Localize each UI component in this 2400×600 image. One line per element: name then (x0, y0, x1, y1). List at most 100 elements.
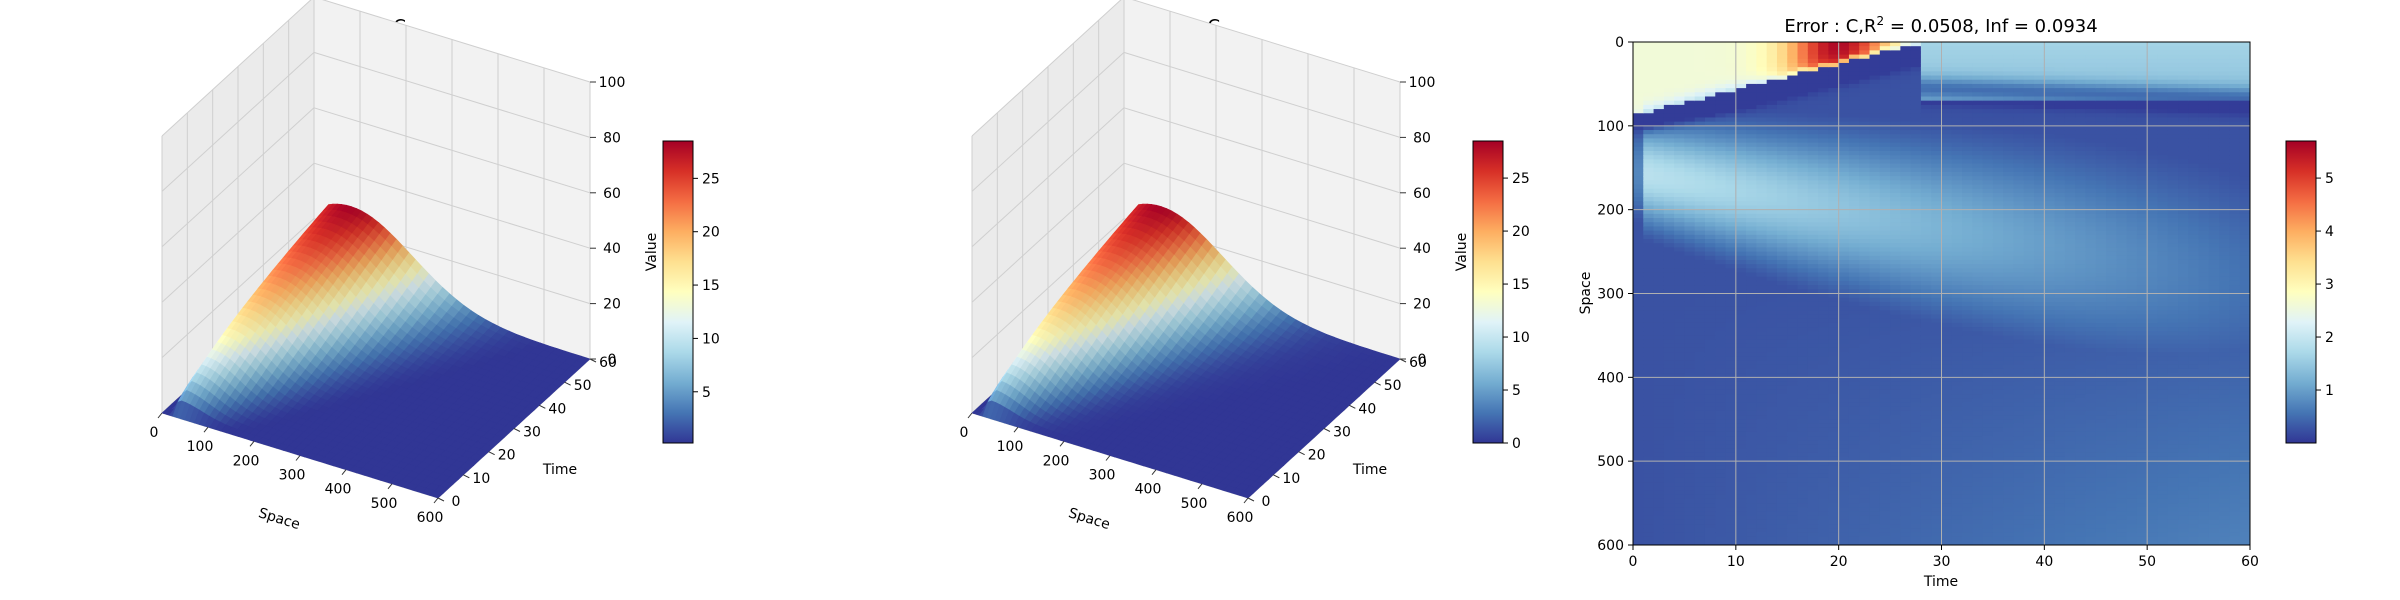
error-heatmap-cell (1725, 58, 1737, 64)
error-heatmap-cell (1776, 113, 1788, 119)
error-heatmap-cell (1787, 352, 1799, 357)
error-heatmap-cell (1663, 88, 1675, 93)
error-heatmap-cell (1663, 280, 1675, 286)
fdm-ytick-mark (1374, 381, 1381, 386)
error-heatmap-cell (1807, 150, 1819, 156)
error-heatmap-cell (1787, 197, 1799, 202)
error-heatmap-cell (1725, 96, 1737, 102)
error-heatmap-cell (1735, 314, 1747, 320)
error-heatmap-cell (1674, 482, 1686, 487)
error-heatmap-cell (1756, 331, 1768, 337)
error-heatmap-cell (1776, 163, 1788, 169)
error-heatmap-cell (1797, 528, 1809, 534)
error-heatmap-cell (1766, 360, 1778, 366)
error-heatmap-cell (1787, 310, 1799, 316)
error-heatmap-cell (1725, 469, 1737, 475)
error-heatmap-cell (1746, 192, 1757, 198)
error-heatmap-cell (1694, 360, 1706, 366)
fdm-ytick-label: 50 (1384, 378, 1402, 394)
error-heatmap-cell (1735, 331, 1747, 337)
error-heatmap-cell (1766, 142, 1778, 148)
error-heatmap-cell (1633, 327, 1644, 332)
error-heatmap-cell (1633, 431, 1644, 437)
error-heatmap-cell (1633, 125, 1644, 131)
error-heatmap-cell (1704, 109, 1716, 114)
error-heatmap-cell (1776, 159, 1788, 165)
error-heatmap-cell (1756, 50, 1768, 56)
error-heatmap-cell (1756, 381, 1768, 387)
error-heatmap-cell (1766, 121, 1778, 127)
error-heatmap-cell (1756, 268, 1768, 274)
error-heatmap-cell (1735, 310, 1747, 316)
error-heatmap-cell (1704, 456, 1716, 462)
error-heatmap-cell (1663, 171, 1675, 177)
error-heatmap-cell (1766, 197, 1778, 202)
error-heatmap-cell (1684, 536, 1696, 542)
error-heatmap-cell (1756, 42, 1768, 47)
error-heatmap-cell (1766, 109, 1778, 114)
error-heatmap-cell (1704, 532, 1716, 538)
net-ytick-label: 40 (548, 401, 566, 417)
error-heatmap-cell (1776, 268, 1788, 274)
fdm-xlabel: Space (1066, 505, 1111, 533)
error-heatmap-cell (1663, 306, 1675, 311)
error-heatmap-cell (1653, 88, 1665, 93)
error-heatmap-cell (1694, 92, 1706, 98)
error-heatmap-cell (1715, 243, 1727, 248)
error-heatmap-cell (1653, 230, 1665, 236)
error-heatmap-cell (1766, 519, 1778, 525)
error-heatmap-cell (1653, 180, 1665, 186)
error-heatmap-cell (1715, 419, 1727, 425)
error-heatmap-cell (1776, 92, 1788, 98)
error-heatmap-cell (1756, 452, 1768, 458)
error-heatmap-cell (1787, 159, 1799, 165)
fdm-grid-line (1123, 107, 1401, 194)
error-heatmap-cell (1643, 482, 1655, 487)
error-heatmap-cell (1735, 440, 1747, 445)
error-heatmap-cell (1684, 205, 1696, 211)
error-heatmap-cell (1725, 524, 1737, 529)
error-heatmap-cell (1797, 171, 1809, 177)
error-heatmap-cell (1633, 201, 1644, 207)
error-heatmap-cell (1756, 389, 1768, 395)
error-heatmap-cell (1674, 519, 1686, 525)
error-heatmap-cell (1694, 385, 1706, 391)
error-heatmap-cell (1684, 528, 1696, 534)
error-heatmap-cell (1776, 515, 1788, 521)
error-heatmap-cell (1663, 42, 1675, 47)
error-heatmap-cell (1787, 301, 1799, 307)
error-heatmap-cell (1746, 62, 1757, 68)
fdm-ztick-label: 80 (1413, 130, 1431, 146)
error-heatmap-cell (1725, 62, 1737, 68)
error-heatmap-cell (1653, 243, 1665, 248)
error-heatmap-cell (1735, 75, 1747, 81)
error-heatmap-cell (1684, 243, 1696, 248)
error-heatmap-cell (1694, 297, 1706, 303)
error-heatmap-cell (1633, 285, 1644, 290)
error-heatmap-cell (1746, 322, 1757, 328)
error-heatmap-cell (1776, 79, 1788, 85)
error-heatmap-cell (1766, 327, 1778, 332)
error-heatmap-cell (1766, 159, 1778, 165)
error-heatmap-cell (1674, 536, 1686, 542)
error-heatmap-cell (1766, 419, 1778, 425)
net-xtick-label: 400 (325, 482, 352, 498)
error-heatmap-cell (1684, 96, 1696, 102)
net-axes: 0100200300400500600010203040506002040608… (150, 75, 660, 533)
error-heatmap-cell (1807, 285, 1819, 290)
error-heatmap-cell (1643, 276, 1655, 282)
error-heatmap-cell (1807, 247, 1819, 253)
error-heatmap-cell (1674, 67, 1686, 72)
error-heatmap-cell (1756, 280, 1768, 286)
error-heatmap-cell (1704, 540, 1716, 545)
error-heatmap-cell (1643, 477, 1655, 483)
error-heatmap-cell (1633, 247, 1644, 253)
error-heatmap-cell (1766, 42, 1778, 47)
error-heatmap-cell (1704, 347, 1716, 353)
error-heatmap-cell (1684, 503, 1696, 508)
error-heatmap-cell (1684, 184, 1696, 190)
error-heatmap-cell (1633, 490, 1644, 496)
error-heatmap-cell (1663, 381, 1675, 387)
error-heatmap-cell (1663, 285, 1675, 290)
error-heatmap-cell (1694, 515, 1706, 521)
